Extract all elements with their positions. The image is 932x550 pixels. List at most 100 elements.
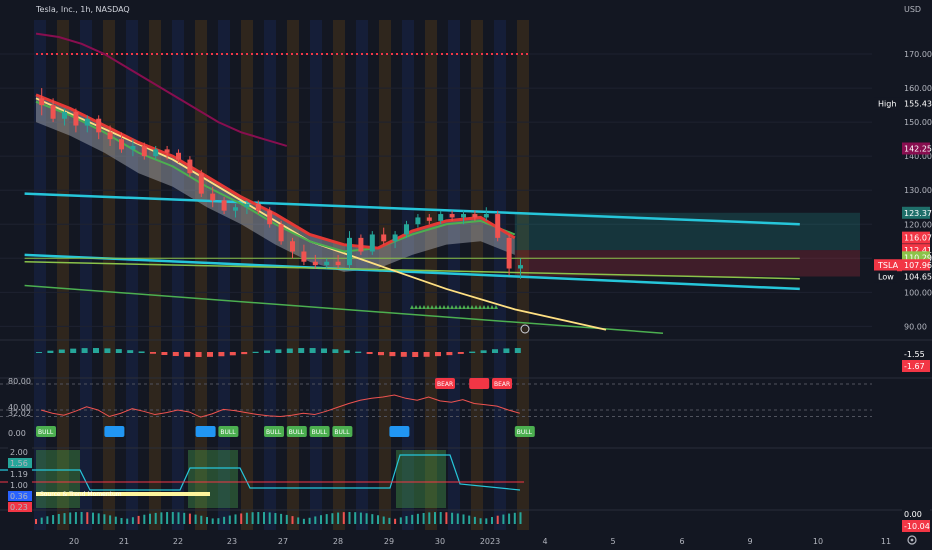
signal-badge	[218, 426, 239, 437]
candle-body	[392, 234, 398, 242]
signal-badge	[435, 378, 455, 389]
candle-body	[50, 105, 56, 119]
macd-bar	[469, 351, 476, 353]
osc-line	[0, 454, 521, 491]
buy-marker	[466, 305, 470, 309]
buy-marker	[470, 305, 474, 309]
signal-badge	[104, 426, 125, 437]
x-tick-label: 10	[813, 537, 823, 546]
x-tick-label: 30	[435, 537, 445, 546]
price-tag-bg	[902, 231, 930, 244]
buy-marker	[446, 305, 450, 309]
session-stripe	[126, 20, 138, 530]
macd-bar	[218, 352, 225, 357]
buy-marker	[434, 305, 438, 309]
buy-marker	[474, 305, 478, 309]
candle-body	[187, 159, 193, 174]
y-tick-label: 150.00	[904, 118, 932, 127]
osc-zone	[396, 450, 446, 508]
price-tag-label-bg	[874, 97, 902, 110]
price-tag-value: 116.07	[904, 234, 932, 243]
macd-bar	[366, 352, 373, 354]
osc-tick-bg	[8, 447, 32, 457]
buy-marker	[490, 305, 494, 309]
candle-body	[153, 149, 159, 157]
session-stripe	[517, 20, 529, 530]
signal-badge	[514, 426, 535, 437]
signal-badge	[36, 426, 56, 437]
y-axis: 170.00 160.00 150.00 140.00 130.00 120.00 110.…	[904, 50, 932, 331]
macd-bar	[161, 352, 168, 356]
long-sma-line	[35, 32, 288, 147]
candle-body	[324, 261, 330, 266]
buy-marker	[438, 305, 442, 309]
price-tag-label-bg	[874, 270, 897, 283]
rsi-line	[40, 394, 520, 418]
hist-value-bg	[902, 520, 930, 532]
macd-bar	[457, 352, 464, 354]
signal-badge	[286, 426, 307, 437]
candle-body	[404, 224, 409, 235]
candle-body	[347, 237, 352, 266]
osc-zone	[36, 450, 80, 508]
signal-label: BULL	[312, 429, 328, 436]
macd-bar	[423, 352, 430, 357]
hist-value: 0.00	[904, 510, 922, 519]
y-tick-label: 120.00	[904, 220, 932, 229]
candle-body	[369, 234, 375, 252]
signal-badge	[492, 378, 512, 389]
price-tag-value: 107.96	[904, 261, 932, 270]
macd-bar	[298, 348, 305, 353]
macd-bar	[104, 348, 111, 353]
x-tick-label: 23	[227, 537, 237, 546]
price-tag-bg	[902, 259, 930, 272]
buy-marker	[494, 305, 498, 309]
hist-value: -10.04	[904, 522, 930, 531]
currency-label: USD	[904, 5, 921, 14]
channel-top-line	[24, 192, 800, 226]
osc-zone	[188, 450, 238, 508]
macd-bar	[36, 352, 42, 353]
x-tick-label: 28	[333, 537, 343, 546]
ema-cloud	[36, 94, 515, 272]
lines	[24, 32, 800, 334]
macd-bar	[70, 348, 77, 353]
candle-body	[483, 214, 489, 218]
x-tick-label: 22	[173, 537, 183, 546]
macd-bar	[264, 350, 270, 353]
candle-body	[495, 214, 501, 238]
candle-body	[221, 200, 227, 211]
x-tick-label: 29	[384, 537, 394, 546]
macd-bar	[480, 350, 487, 353]
macd-bar	[127, 350, 134, 353]
macd-bar	[184, 352, 191, 357]
rsi-tick: 80.00	[8, 377, 31, 386]
macd-bar	[195, 352, 202, 357]
candle-body	[518, 265, 523, 269]
price-tag-bg	[902, 97, 930, 110]
macd-bar	[172, 352, 179, 357]
osc-caption: Source & Trend Momentum	[40, 491, 122, 498]
signal-badge	[332, 426, 353, 437]
candle-body	[84, 118, 90, 126]
buy-marker	[482, 305, 486, 309]
x-tick-label: 27	[278, 537, 288, 546]
osc-tick: 1.56	[10, 459, 28, 468]
candle-body	[39, 98, 45, 106]
background-stripes	[34, 20, 529, 530]
macd-bar	[492, 349, 498, 353]
macd-bar	[343, 350, 350, 353]
zones	[514, 212, 860, 277]
candle-body	[438, 214, 444, 221]
osc-tick-bg	[8, 458, 32, 468]
candle-body	[198, 173, 204, 194]
macd-bar	[332, 349, 339, 353]
settings-icon[interactable]	[907, 535, 917, 545]
candle-body	[119, 139, 124, 150]
macd-bar	[400, 352, 407, 357]
macd-value-bg	[902, 348, 930, 360]
macd-bar	[389, 352, 396, 357]
macd-bar	[47, 350, 54, 353]
y-tick-label: 140.00	[904, 152, 932, 161]
